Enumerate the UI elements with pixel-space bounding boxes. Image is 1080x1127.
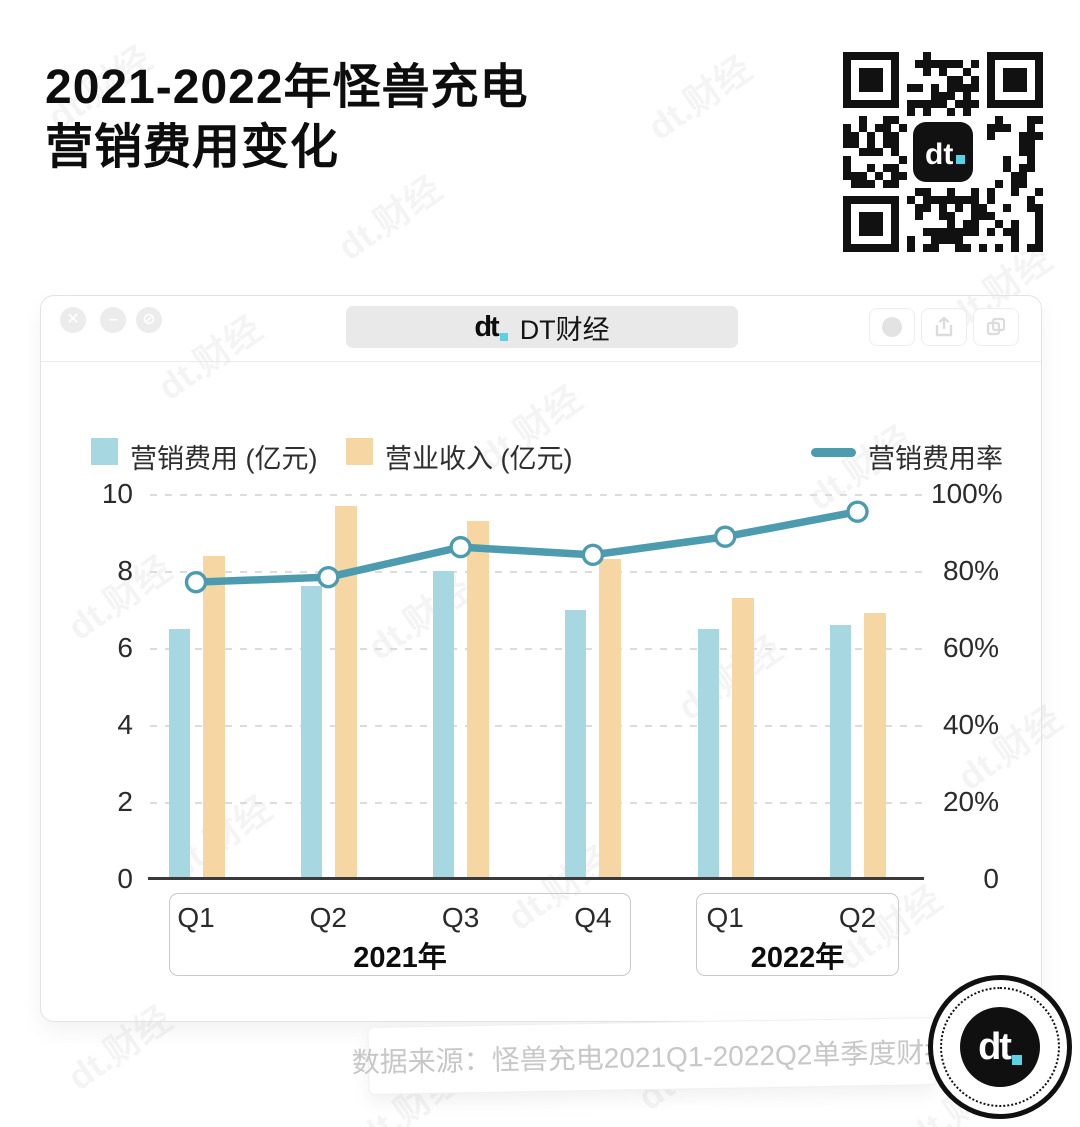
dt-logo-icon: dt [474, 311, 508, 344]
year-label-2022: 2022年 [750, 942, 845, 974]
right-tick-60pct: 60% [942, 632, 999, 663]
source-bar: 数据来源：怪兽充电2021Q1-2022Q2单季度财报 [352, 1017, 953, 1095]
record-icon [882, 317, 902, 337]
x-label-q1-2022: Q1 [706, 902, 744, 933]
x-label-q4-2021: Q4 [574, 902, 612, 933]
bar-revenue-q4-2021 [599, 559, 622, 879]
bar-marketing-q2-2022 [830, 624, 851, 879]
right-tick-100pct: 100% [931, 478, 1003, 509]
address-bar[interactable]: dt DT财经 [346, 306, 738, 348]
copy-icon [986, 317, 1006, 336]
right-tick-0: 0 [983, 863, 999, 894]
legend-label-rate: 营销费用率 [868, 444, 1003, 474]
badge-dotted-ring [940, 987, 1060, 1107]
record-button[interactable] [869, 308, 915, 346]
left-tick-8: 8 [117, 555, 133, 586]
page-title: 2021-2022年怪兽充电 营销费用变化 [45, 58, 529, 178]
bar-marketing-q2-2021 [300, 586, 322, 879]
qr-code: dt [843, 52, 1043, 252]
gridline [150, 648, 922, 650]
badge-core: dt [960, 1007, 1040, 1087]
plot-area [150, 494, 922, 879]
rate-point-3 [449, 535, 472, 559]
logo-dot-icon [499, 332, 508, 341]
window-titlebar: ✕ – ⊘ dt DT财经 [41, 296, 1041, 362]
bar-revenue-q2-2021 [334, 505, 357, 879]
bar-marketing-q1-2022 [697, 628, 719, 879]
watermark-text: dt.财经 [636, 41, 761, 150]
qr-code-image: dt [843, 52, 1043, 252]
x-label-q1-2021: Q1 [177, 902, 215, 933]
minimize-button[interactable]: – [100, 307, 126, 333]
bar-marketing-q1-2021 [168, 628, 190, 879]
share-icon [935, 316, 953, 337]
badge-dt-logo-icon: dt [978, 1026, 1022, 1069]
bar-marketing-q4-2021 [565, 609, 587, 879]
rate-line-chart [184, 500, 869, 594]
legend-label-revenue: 营业收入 (亿元) [385, 444, 573, 474]
legend-swatch-revenue [346, 438, 373, 465]
gridline [150, 725, 922, 727]
rate-point-5 [714, 525, 737, 548]
share-button[interactable] [921, 308, 967, 346]
right-tick-20pct: 20% [942, 786, 999, 817]
legend-swatch-rate-line [811, 448, 856, 457]
left-tick-0: 0 [117, 863, 133, 894]
badge-logo-dot-icon [1011, 1054, 1022, 1065]
right-tick-40pct: 40% [942, 709, 999, 740]
legend-swatch-marketing [91, 438, 118, 465]
bar-revenue-q2-2022 [864, 613, 886, 879]
group-box-2021: 2021年 [169, 893, 631, 976]
group-box-2022: 2022年 [696, 893, 899, 976]
page-title-line1: 2021-2022年怪兽充电 [45, 61, 529, 114]
rate-point-1 [184, 570, 208, 594]
bar-revenue-q3-2021 [467, 520, 490, 879]
gridline [150, 571, 922, 573]
gridline [150, 494, 922, 496]
left-tick-10: 10 [101, 478, 133, 509]
legend-label-marketing: 营销费用 (亿元) [130, 444, 318, 474]
block-button[interactable]: ⊘ [136, 307, 162, 333]
rate-point-2 [317, 565, 340, 589]
gridline [150, 802, 922, 804]
browser-window: ✕ – ⊘ dt DT财经 营销费用 (亿元) 营 [40, 295, 1042, 1022]
address-bar-title: DT财经 [519, 314, 610, 345]
bar-revenue-q1-2022 [731, 597, 754, 879]
dt-badge: dt [928, 975, 1072, 1119]
left-tick-4: 4 [117, 709, 133, 740]
x-label-q2-2021: Q2 [309, 902, 347, 933]
copy-button[interactable] [973, 308, 1019, 346]
rate-point-6 [846, 500, 869, 523]
page-title-line2: 营销费用变化 [45, 121, 340, 174]
x-label-q2-2022: Q2 [838, 902, 877, 933]
rate-point-4 [581, 543, 605, 567]
x-label-q3-2021: Q3 [441, 902, 480, 933]
bar-marketing-q3-2021 [433, 571, 455, 879]
left-tick-2: 2 [117, 786, 133, 817]
right-tick-80pct: 80% [942, 555, 999, 586]
source-text: 数据来源：怪兽充电2021Q1-2022Q2单季度财报 [351, 1036, 953, 1079]
bar-revenue-q1-2021 [202, 555, 225, 879]
year-label-2021: 2021年 [353, 942, 447, 974]
close-button[interactable]: ✕ [60, 307, 86, 333]
svg-text:dt: dt [925, 138, 953, 171]
left-tick-6: 6 [117, 632, 133, 663]
x-axis-line [148, 877, 924, 880]
rate-line [192, 507, 862, 586]
